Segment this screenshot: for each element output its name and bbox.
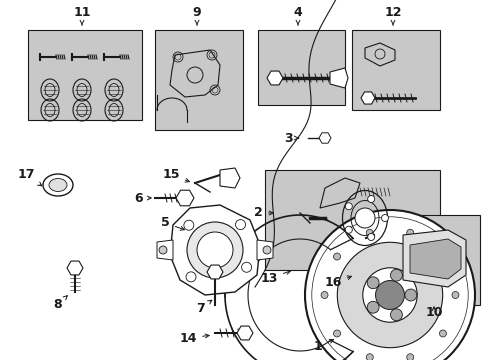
Bar bbox=[155, 30, 243, 130]
Polygon shape bbox=[318, 133, 330, 143]
Polygon shape bbox=[220, 168, 240, 188]
Text: 9: 9 bbox=[192, 6, 201, 25]
Polygon shape bbox=[237, 326, 252, 340]
Text: 3: 3 bbox=[284, 131, 298, 144]
Circle shape bbox=[390, 309, 402, 321]
Circle shape bbox=[439, 330, 446, 337]
Polygon shape bbox=[257, 240, 272, 260]
Circle shape bbox=[406, 354, 413, 360]
Polygon shape bbox=[402, 230, 465, 287]
Circle shape bbox=[321, 292, 327, 298]
Polygon shape bbox=[266, 71, 283, 85]
Text: 4: 4 bbox=[293, 6, 302, 25]
Text: 8: 8 bbox=[53, 296, 67, 311]
Circle shape bbox=[345, 226, 351, 233]
Circle shape bbox=[159, 246, 167, 254]
Bar bbox=[389, 215, 479, 305]
Text: 7: 7 bbox=[196, 300, 211, 315]
Polygon shape bbox=[206, 265, 223, 279]
Text: 6: 6 bbox=[134, 192, 151, 204]
Polygon shape bbox=[157, 240, 173, 260]
Circle shape bbox=[263, 246, 270, 254]
Circle shape bbox=[362, 268, 416, 322]
Circle shape bbox=[366, 277, 378, 289]
Ellipse shape bbox=[49, 179, 67, 192]
Bar bbox=[351, 30, 439, 110]
Text: 5: 5 bbox=[161, 216, 184, 230]
Circle shape bbox=[375, 280, 404, 310]
Text: 12: 12 bbox=[384, 6, 401, 25]
Circle shape bbox=[406, 229, 413, 236]
Circle shape bbox=[345, 203, 351, 210]
Circle shape bbox=[183, 220, 193, 230]
Polygon shape bbox=[170, 205, 260, 295]
Circle shape bbox=[366, 301, 378, 313]
Polygon shape bbox=[67, 261, 83, 275]
Circle shape bbox=[305, 210, 474, 360]
Circle shape bbox=[366, 354, 372, 360]
Text: 14: 14 bbox=[179, 332, 209, 345]
Circle shape bbox=[333, 253, 340, 260]
Text: 17: 17 bbox=[18, 168, 42, 186]
Text: 16: 16 bbox=[324, 276, 351, 289]
Circle shape bbox=[439, 253, 446, 260]
Text: 13: 13 bbox=[260, 271, 290, 284]
Bar bbox=[28, 30, 142, 120]
Bar bbox=[264, 170, 439, 270]
Circle shape bbox=[390, 269, 402, 281]
Polygon shape bbox=[329, 68, 347, 88]
Text: 1: 1 bbox=[313, 339, 333, 354]
Circle shape bbox=[367, 234, 374, 240]
Ellipse shape bbox=[43, 174, 73, 196]
Text: 11: 11 bbox=[73, 6, 91, 25]
Circle shape bbox=[197, 232, 232, 268]
Text: 2: 2 bbox=[254, 207, 273, 220]
Circle shape bbox=[337, 242, 442, 348]
Circle shape bbox=[367, 195, 374, 202]
Circle shape bbox=[333, 330, 340, 337]
Polygon shape bbox=[360, 92, 374, 104]
Circle shape bbox=[404, 289, 416, 301]
Circle shape bbox=[366, 229, 372, 236]
Text: 10: 10 bbox=[425, 306, 442, 319]
Circle shape bbox=[451, 292, 458, 298]
Circle shape bbox=[186, 222, 243, 278]
Circle shape bbox=[241, 262, 251, 272]
Circle shape bbox=[185, 272, 196, 282]
Circle shape bbox=[354, 208, 374, 228]
Circle shape bbox=[381, 215, 387, 221]
Text: 15: 15 bbox=[162, 168, 189, 182]
Bar bbox=[258, 30, 345, 105]
Circle shape bbox=[235, 220, 245, 230]
Polygon shape bbox=[176, 190, 194, 206]
Polygon shape bbox=[409, 239, 460, 279]
